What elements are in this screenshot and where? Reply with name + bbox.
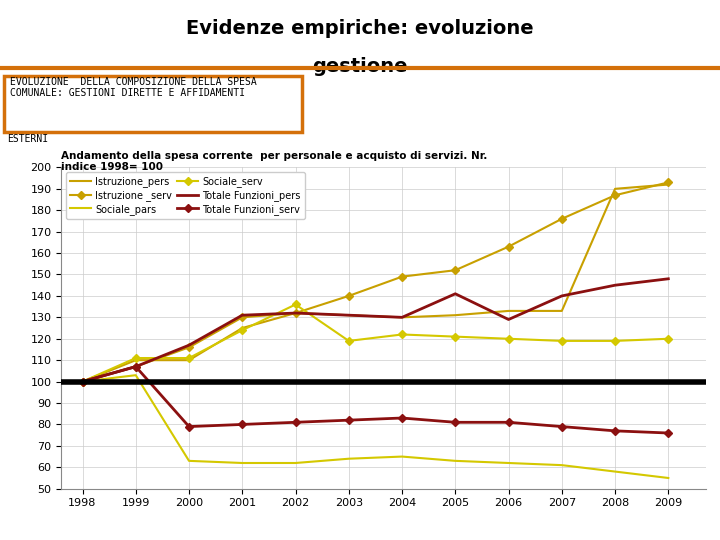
FancyBboxPatch shape bbox=[4, 76, 302, 132]
Text: EVOLUZIONE  DELLA COMPOSIZIONE DELLA SPESA
COMUNALE: GESTIONI DIRETTE E AFFIDAME: EVOLUZIONE DELLA COMPOSIZIONE DELLA SPES… bbox=[9, 77, 256, 98]
Text: Andamento della spesa corrente  per personale e acquisto di servizi. Nr.: Andamento della spesa corrente per perso… bbox=[61, 151, 487, 161]
Text: Evidenze empiriche: evoluzione: Evidenze empiriche: evoluzione bbox=[186, 19, 534, 38]
Text: gestione: gestione bbox=[312, 57, 408, 76]
Text: ESTERNI: ESTERNI bbox=[7, 134, 48, 144]
Legend: Istruzione_pers, Istruzione _serv, Sociale_pars, Sociale_serv, Totale Funzioni_p: Istruzione_pers, Istruzione _serv, Socia… bbox=[66, 172, 305, 219]
Text: indice 1998= 100: indice 1998= 100 bbox=[61, 162, 163, 172]
